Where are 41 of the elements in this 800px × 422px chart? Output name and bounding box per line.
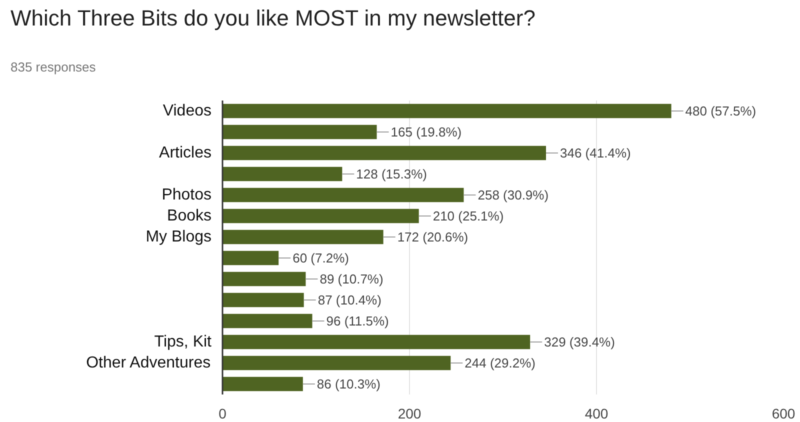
bar [222, 146, 546, 160]
data-label: 329 (39.4%) [544, 334, 615, 350]
bar [222, 166, 342, 182]
y-tick-label: Tips, Kit [154, 334, 212, 350]
data-label: 244 (29.2%) [464, 356, 536, 370]
text: 835 responses [10, 60, 96, 74]
y-tick-label: Videos [162, 102, 212, 120]
data-label: 87 (10.4%) [318, 292, 382, 308]
bar [222, 356, 451, 370]
y-tick-label: Photos [162, 186, 212, 204]
bar [222, 208, 419, 224]
data-label: 96 (11.5%) [326, 314, 389, 328]
data-label: 89 (10.7%) [320, 272, 384, 286]
y-tick-label: Other Adventures [86, 354, 211, 372]
y-tick-label: Books [167, 208, 212, 224]
x-tick-label: 600 [772, 406, 796, 422]
y-tick-label: Articles [159, 144, 212, 162]
bar [222, 334, 530, 350]
bar [222, 124, 377, 140]
chart-title: Which Three Bits do you like MOST in my newsletter? [10, 6, 536, 30]
data-label: 258 (30.9%) [478, 188, 549, 202]
data-label: 346 (41.4%) [560, 146, 631, 160]
bar [222, 250, 279, 266]
bar [222, 104, 672, 118]
y-tick-label: My Blogs [146, 228, 212, 246]
bar [222, 230, 384, 244]
data-label: 128 (15.3%) [356, 166, 428, 182]
data-label: 480 (57.5%) [685, 104, 756, 118]
data-label: 172 (20.6%) [397, 230, 468, 244]
x-tick-label: 400 [584, 406, 608, 422]
bar [222, 314, 312, 328]
data-label: 86 (10.3%) [316, 376, 381, 392]
data-label: 165 (19.8%) [390, 124, 462, 140]
x-tick-label: 200 [398, 406, 422, 422]
bar [222, 272, 306, 286]
bar [222, 292, 304, 308]
data-label: 60 (7.2%) [292, 250, 349, 266]
bar [222, 188, 464, 202]
data-label: 210 (25.1%) [432, 208, 504, 224]
bar [222, 376, 303, 392]
x-tick-label: 0 [218, 406, 227, 422]
